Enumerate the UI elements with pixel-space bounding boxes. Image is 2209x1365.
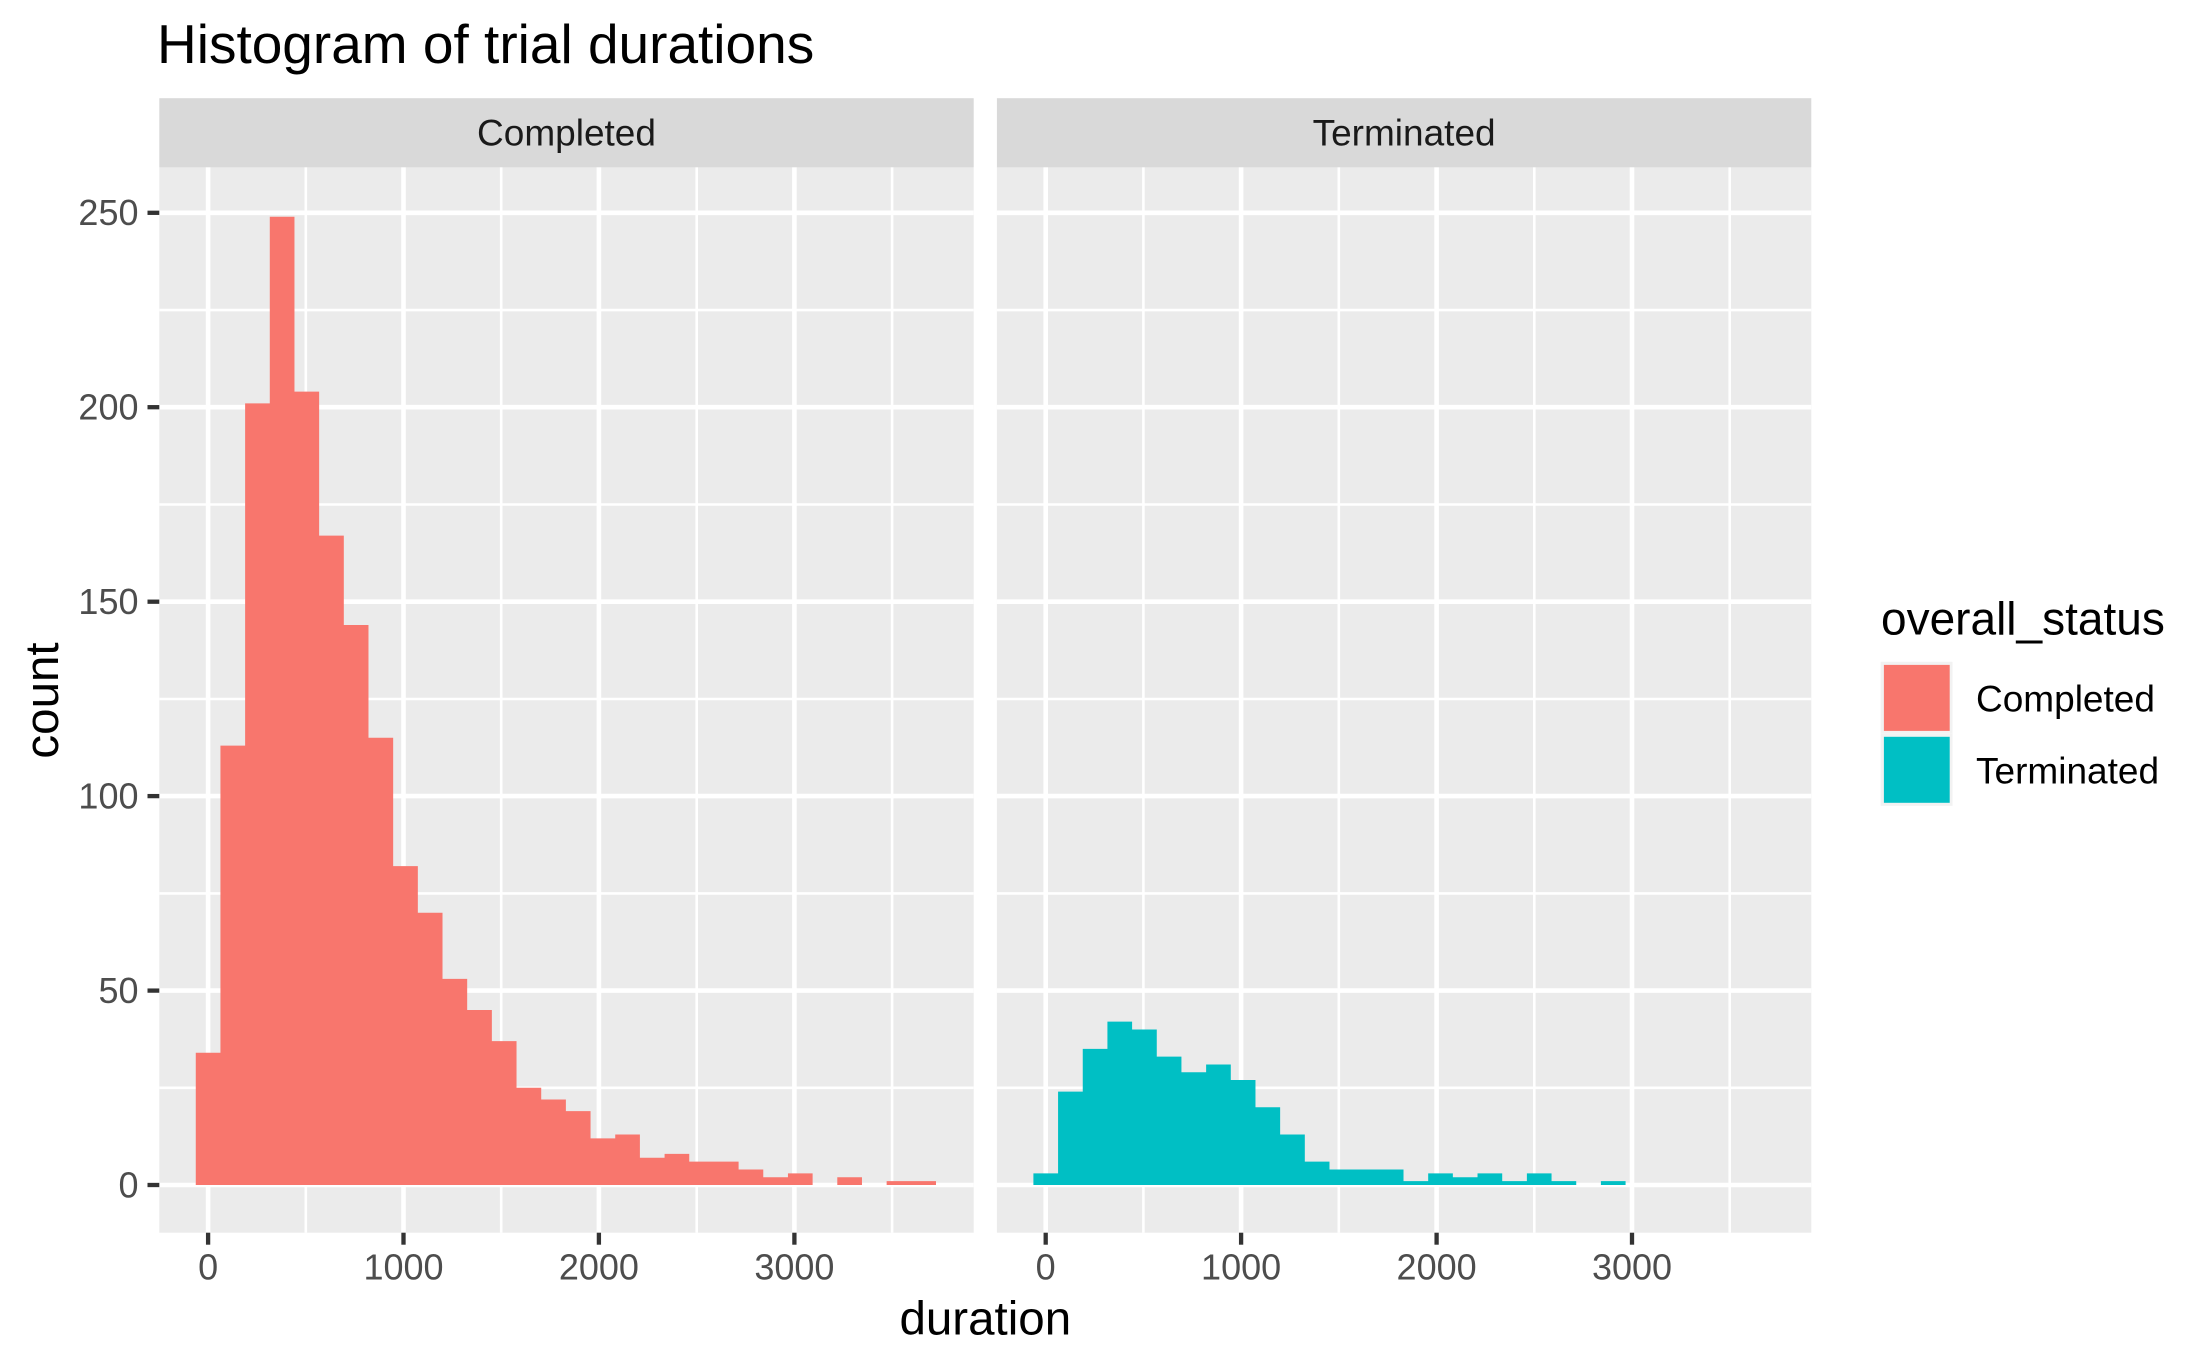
svg-text:150: 150 [78, 581, 138, 622]
svg-text:count: count [16, 642, 69, 758]
svg-text:2000: 2000 [559, 1247, 639, 1288]
svg-text:1000: 1000 [1201, 1247, 1281, 1288]
svg-text:overall_status: overall_status [1881, 593, 2165, 645]
svg-text:0: 0 [118, 1164, 138, 1205]
svg-text:250: 250 [78, 192, 138, 233]
svg-text:200: 200 [78, 387, 138, 428]
svg-text:Completed: Completed [477, 112, 656, 153]
svg-text:0: 0 [198, 1247, 218, 1288]
svg-text:3000: 3000 [754, 1247, 834, 1288]
svg-text:1000: 1000 [363, 1247, 443, 1288]
svg-text:100: 100 [78, 776, 138, 817]
svg-text:Completed: Completed [1976, 678, 2155, 719]
svg-text:2000: 2000 [1397, 1247, 1477, 1288]
svg-text:0: 0 [1036, 1247, 1056, 1288]
svg-text:Histogram of trial durations: Histogram of trial durations [157, 13, 814, 75]
svg-text:50: 50 [98, 970, 138, 1011]
svg-text:Terminated: Terminated [1976, 750, 2159, 791]
svg-text:3000: 3000 [1592, 1247, 1672, 1288]
svg-text:Terminated: Terminated [1313, 112, 1496, 153]
svg-text:duration: duration [899, 1292, 1071, 1345]
